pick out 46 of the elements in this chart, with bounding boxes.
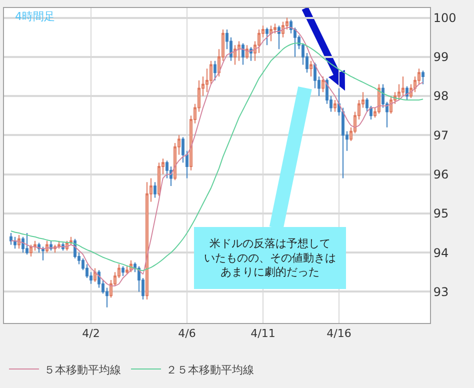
candlestick <box>234 44 236 66</box>
annotation: 米ドルの反落は予想していたものの、その値動きはあまりに劇的だった <box>204 237 336 279</box>
y-tick-label: 99 <box>433 50 449 64</box>
legend-label: ５本移動平均線 <box>44 363 121 376</box>
chart-title: 4時間足 <box>15 10 55 23</box>
candlestick <box>42 246 44 261</box>
candlestick <box>46 240 48 254</box>
candlestick <box>18 234 20 250</box>
y-tick-label: 95 <box>433 206 449 221</box>
y-tick-label: 94 <box>433 246 449 260</box>
candlestick <box>378 84 380 114</box>
candlestick <box>270 25 272 42</box>
candlestick <box>122 266 124 277</box>
candlestick <box>14 236 16 250</box>
candlestick <box>26 232 28 256</box>
candlestick <box>214 60 216 81</box>
candlestick <box>154 182 156 198</box>
candlestick <box>242 42 244 66</box>
candlestick <box>334 99 336 112</box>
candlestick <box>34 240 36 252</box>
legend-label: ２５本移動平均線 <box>166 363 254 376</box>
candlestick <box>282 21 284 38</box>
candlestick <box>310 60 312 77</box>
candlestick <box>10 232 12 246</box>
candlestick <box>146 182 148 300</box>
candlestick <box>322 76 324 93</box>
candlestick <box>94 268 96 282</box>
candlestick <box>402 76 404 97</box>
candlestick <box>266 27 268 46</box>
x-tick-label: 4/16 <box>326 327 352 340</box>
candlestick <box>278 25 280 50</box>
candlestick <box>246 44 248 60</box>
y-tick-label: 97 <box>433 128 449 142</box>
candlestick <box>30 244 32 257</box>
y-tick-label: 98 <box>433 89 449 104</box>
candlestick <box>22 236 24 254</box>
y-tick-label: 100 <box>433 10 456 25</box>
x-tick-label: 4/6 <box>178 327 196 340</box>
candlestick <box>158 162 160 196</box>
candlestick <box>422 70 424 85</box>
y-tick-label: 96 <box>433 168 449 182</box>
x-tick-label: 4/2 <box>82 327 100 340</box>
candlestick <box>238 40 240 62</box>
x-tick-label: 4/11 <box>250 327 276 340</box>
y-tick-label: 93 <box>433 284 449 299</box>
candlestick <box>390 96 392 114</box>
